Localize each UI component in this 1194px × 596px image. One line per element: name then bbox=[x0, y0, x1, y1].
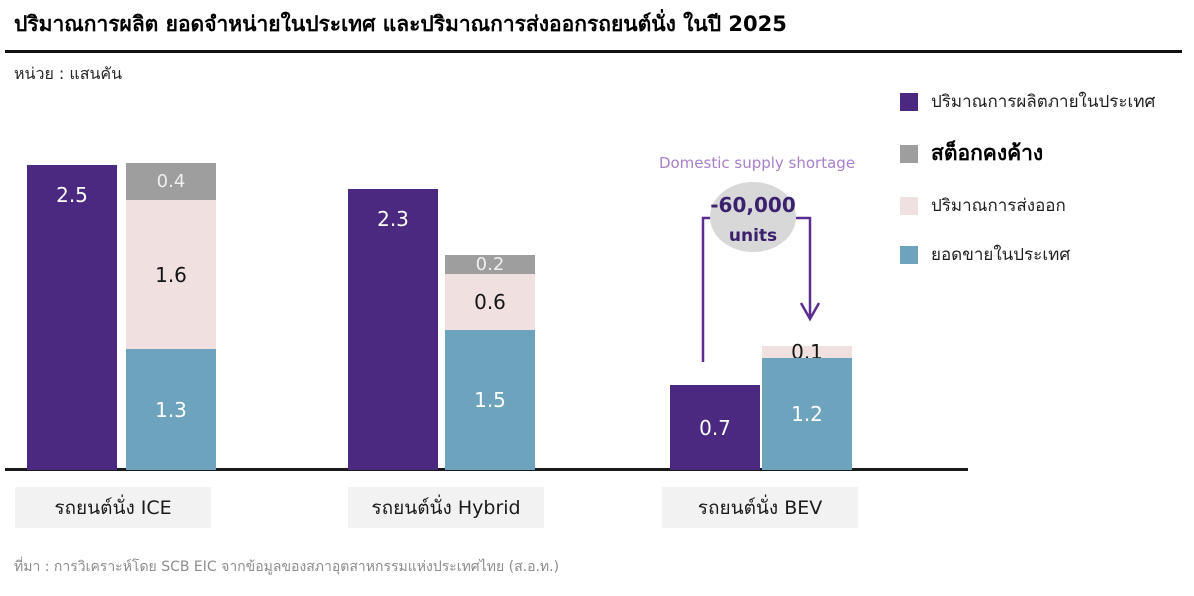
annotation-arrowhead-icon bbox=[799, 302, 821, 322]
segment-value-label: 0.2 bbox=[475, 253, 505, 275]
bar-value-label: 2.5 bbox=[56, 183, 88, 207]
legend-item-export: ปริมาณการส่งออก bbox=[900, 192, 1155, 219]
legend-item-stock: สต็อกคงค้าง bbox=[900, 137, 1155, 170]
annotation-bubble bbox=[710, 182, 796, 252]
segment-value-label: 0.4 bbox=[156, 170, 186, 192]
segment-value-label: 1.2 bbox=[791, 402, 823, 426]
bar-value-label: 0.7 bbox=[699, 415, 731, 440]
category-label: รถยนต์นั่ง Hybrid bbox=[348, 487, 544, 528]
supply-shortage-annotation: Domestic supply shortage -60,000 units bbox=[659, 154, 855, 362]
legend: ปริมาณการผลิตภายในประเทศสต็อกคงค้างปริมา… bbox=[900, 88, 1155, 268]
legend-item-domestic_sales: ยอดขายในประเทศ bbox=[900, 241, 1155, 268]
source-note: ที่มา : การวิเคราะห์โดย SCB EIC จากข้อมู… bbox=[14, 559, 560, 575]
bar-segment-domestic_sales: 1.5 bbox=[445, 330, 535, 470]
category-label: รถยนต์นั่ง BEV bbox=[662, 487, 858, 528]
legend-item-production: ปริมาณการผลิตภายในประเทศ bbox=[900, 88, 1155, 115]
segment-value-label: 0.1 bbox=[791, 340, 823, 364]
legend-label: สต็อกคงค้าง bbox=[931, 141, 1044, 165]
annotation-unit: units bbox=[729, 226, 777, 246]
bar-segment-domestic_sales: 1.2 bbox=[762, 358, 852, 470]
segment-value-label: 1.6 bbox=[155, 262, 187, 287]
bar-segment-export: 1.6 bbox=[126, 200, 216, 349]
legend-swatch-domestic_sales bbox=[900, 245, 918, 264]
legend-swatch-stock bbox=[900, 144, 918, 163]
bar-segment-stock: 0.4 bbox=[126, 163, 216, 200]
page-title: ปริมาณการผลิต ยอดจำหน่ายในประเทศ และปริม… bbox=[14, 12, 787, 36]
segment-value-label: 1.5 bbox=[474, 388, 506, 412]
segment-value-label: 1.3 bbox=[155, 397, 187, 422]
bar-segment-stock: 0.2 bbox=[445, 255, 535, 274]
unit-label: หน่วย : แสนคัน bbox=[14, 64, 123, 83]
bar-segment-export: 0.1 bbox=[762, 342, 852, 362]
segment-value-label: 0.6 bbox=[474, 290, 506, 314]
production-bar: 2.5 bbox=[27, 165, 117, 470]
bar-segment-domestic_sales: 1.3 bbox=[126, 349, 216, 470]
legend-label: ปริมาณการส่งออก bbox=[931, 196, 1066, 216]
title-divider bbox=[5, 50, 1182, 53]
category-label: รถยนต์นั่ง ICE bbox=[15, 487, 211, 528]
legend-swatch-production bbox=[900, 92, 918, 111]
production-bar: 2.3 bbox=[348, 189, 438, 470]
stacked-bar: 0.4 1.6 1.3 bbox=[126, 163, 216, 470]
annotation-title: Domestic supply shortage bbox=[659, 154, 855, 172]
bar-value-label: 2.3 bbox=[377, 207, 409, 231]
annotation-value: -60,000 bbox=[710, 193, 795, 217]
bar-segment-export: 0.6 bbox=[445, 274, 535, 330]
legend-label: ปริมาณการผลิตภายในประเทศ bbox=[931, 92, 1156, 112]
stacked-bar: 0.2 0.6 1.5 bbox=[445, 255, 535, 470]
legend-swatch-export bbox=[900, 196, 918, 215]
legend-label: ยอดขายในประเทศ bbox=[931, 245, 1071, 265]
stacked-bar: 0.1 1.2 bbox=[762, 342, 852, 470]
production-bar: 0.7 bbox=[670, 385, 760, 470]
